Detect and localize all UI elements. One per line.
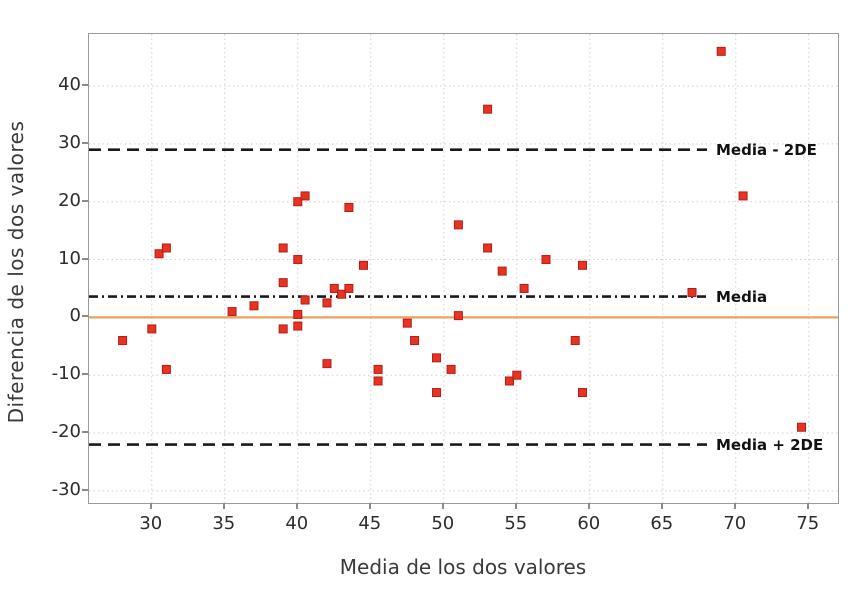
data-point xyxy=(373,376,383,386)
y-tick-label: 40 xyxy=(58,74,81,96)
y-tick-mark xyxy=(82,431,88,434)
data-point xyxy=(431,388,441,398)
data-point xyxy=(373,364,383,374)
data-point xyxy=(431,353,441,363)
data-point xyxy=(161,364,171,374)
x-tick-label: 35 xyxy=(212,513,236,534)
data-point xyxy=(402,318,412,328)
data-point xyxy=(293,321,303,331)
data-point xyxy=(796,422,806,432)
data-point xyxy=(687,287,697,297)
data-point xyxy=(344,283,354,293)
data-point xyxy=(519,283,529,293)
data-point xyxy=(300,295,310,305)
x-tick-label: 60 xyxy=(577,513,601,534)
data-point xyxy=(504,376,514,386)
x-tick-mark xyxy=(368,503,371,509)
x-tick-mark xyxy=(295,503,298,509)
x-tick-mark xyxy=(149,503,152,509)
data-point xyxy=(483,104,493,114)
data-point xyxy=(329,283,339,293)
data-point xyxy=(278,324,288,334)
y-tick-label: -10 xyxy=(51,363,81,385)
data-point xyxy=(497,266,507,276)
x-tick-mark xyxy=(441,503,444,509)
data-point xyxy=(293,309,303,319)
data-point xyxy=(337,289,347,299)
x-tick-label: 45 xyxy=(358,513,382,534)
data-point xyxy=(577,260,587,270)
x-tick-label: 75 xyxy=(796,513,820,534)
data-point xyxy=(322,359,332,369)
x-tick-mark xyxy=(733,503,736,509)
data-point xyxy=(293,255,303,265)
data-point xyxy=(344,202,354,212)
data-point xyxy=(570,335,580,345)
data-point xyxy=(227,307,237,317)
x-axis-title: Media de los dos valores xyxy=(339,555,587,579)
plot-canvas xyxy=(89,34,838,503)
y-tick-label: -20 xyxy=(51,421,81,443)
data-point xyxy=(453,220,463,230)
y-tick-label: 30 xyxy=(58,131,81,153)
x-tick-label: 50 xyxy=(431,513,455,534)
data-point xyxy=(322,298,332,308)
x-tick-label: 70 xyxy=(723,513,747,534)
data-point xyxy=(278,243,288,253)
ref-line-label: Media - 2DE xyxy=(716,140,817,159)
x-tick-label: 40 xyxy=(285,513,309,534)
x-tick-label: 30 xyxy=(139,513,163,534)
data-point xyxy=(300,191,310,201)
y-tick-mark xyxy=(82,257,88,260)
data-point xyxy=(249,301,259,311)
plot-area: Media - 2DE Media Media + 2DE xyxy=(88,33,839,504)
y-tick-label: 10 xyxy=(58,247,81,269)
data-point xyxy=(453,311,463,321)
x-tick-label: 65 xyxy=(650,513,674,534)
y-tick-mark xyxy=(82,488,88,491)
data-point xyxy=(483,243,493,253)
y-tick-mark xyxy=(82,141,88,144)
x-tick-mark xyxy=(514,503,517,509)
ref-line-label: Media xyxy=(716,287,768,306)
ref-line-label: Media + 2DE xyxy=(716,435,824,454)
data-point xyxy=(512,370,522,380)
data-point xyxy=(293,197,303,207)
x-tick-mark xyxy=(222,503,225,509)
y-tick-label: -30 xyxy=(51,478,81,500)
data-point xyxy=(278,278,288,288)
y-tick-mark xyxy=(82,199,88,202)
x-tick-label: 55 xyxy=(504,513,528,534)
data-point xyxy=(446,364,456,374)
data-point xyxy=(716,46,726,56)
data-point xyxy=(358,260,368,270)
x-tick-mark xyxy=(660,503,663,509)
y-tick-mark xyxy=(82,373,88,376)
x-tick-mark xyxy=(587,503,590,509)
data-point xyxy=(541,255,551,265)
x-tick-mark xyxy=(806,503,809,509)
data-point xyxy=(147,324,157,334)
y-tick-label: 0 xyxy=(69,305,81,327)
data-point xyxy=(738,191,748,201)
data-point xyxy=(577,388,587,398)
data-point xyxy=(161,243,171,253)
data-point xyxy=(118,335,128,345)
y-tick-mark xyxy=(82,315,88,318)
data-point xyxy=(154,249,164,259)
data-point xyxy=(410,335,420,345)
y-tick-mark xyxy=(82,84,88,87)
y-tick-label: 20 xyxy=(58,189,81,211)
